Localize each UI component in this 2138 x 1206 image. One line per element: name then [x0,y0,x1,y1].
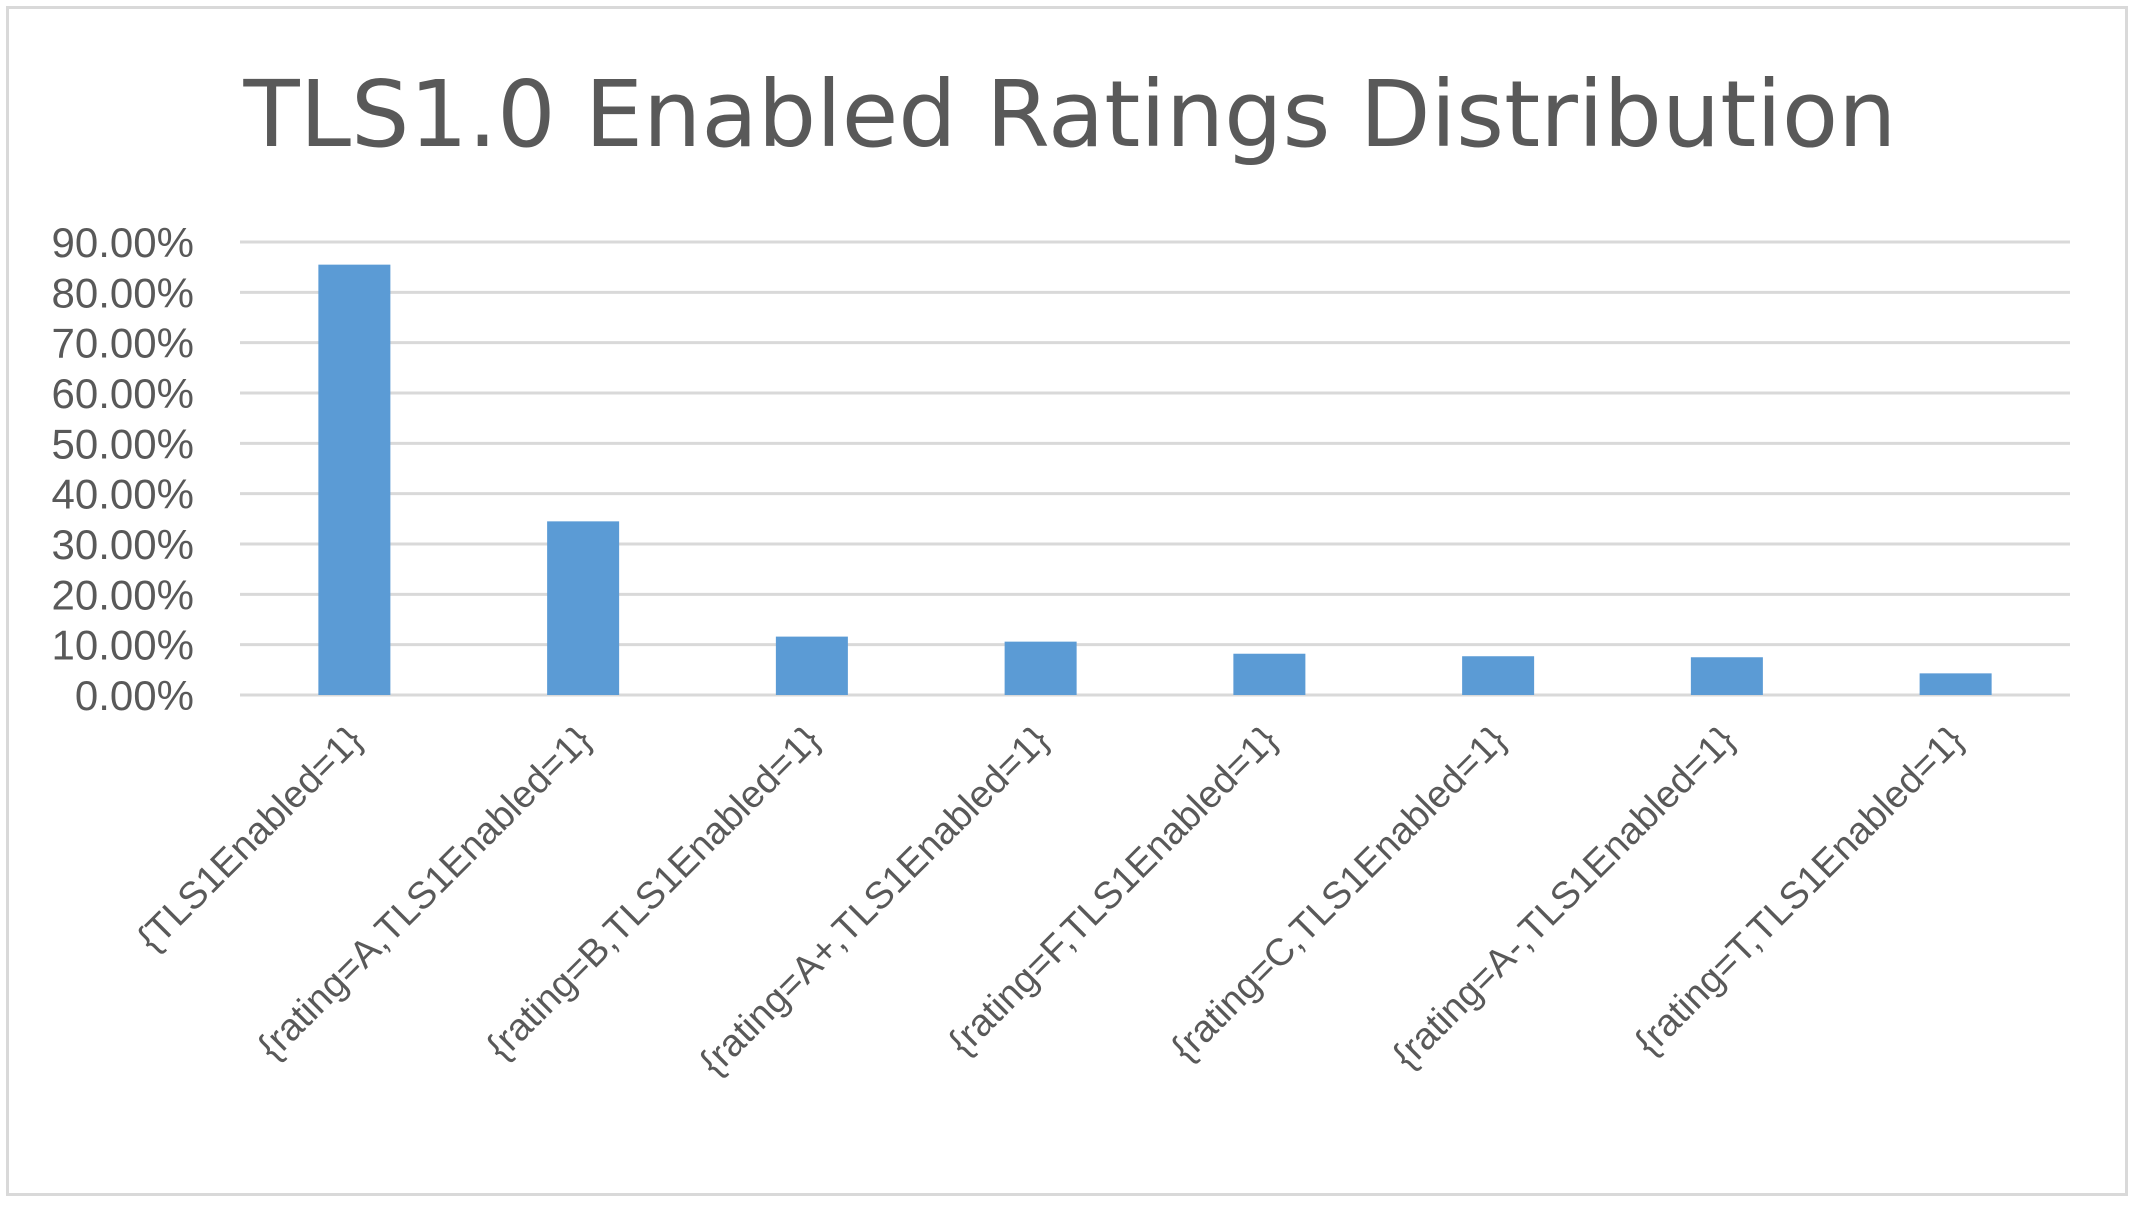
y-tick-label: 20.00% [52,571,194,618]
y-tick-label: 60.00% [52,370,194,417]
y-axis-ticks: 0.00%10.00%20.00%30.00%40.00%50.00%60.00… [52,219,194,719]
bar [775,636,848,695]
bar [1004,641,1077,695]
y-tick-label: 40.00% [52,471,194,518]
bar [1919,673,1992,695]
y-tick-label: 30.00% [52,521,194,568]
bar [318,264,391,695]
bars [318,264,1992,695]
bar [1462,656,1535,695]
y-tick-label: 90.00% [52,219,194,266]
x-category-label: {TLS1Enabled=1} [130,719,371,960]
bar [547,521,620,695]
y-tick-label: 0.00% [75,672,194,719]
bar [1690,657,1763,695]
bar [1233,653,1306,695]
chart-title: TLS1.0 Enabled Ratings Distribution [243,61,1897,168]
y-tick-label: 70.00% [52,320,194,367]
y-tick-label: 80.00% [52,269,194,316]
gridlines [240,240,2070,697]
y-tick-label: 10.00% [52,622,194,669]
x-axis-category-labels: {TLS1Enabled=1}{rating=A,TLS1Enabled=1}{… [130,719,1972,1084]
y-tick-label: 50.00% [52,420,194,467]
